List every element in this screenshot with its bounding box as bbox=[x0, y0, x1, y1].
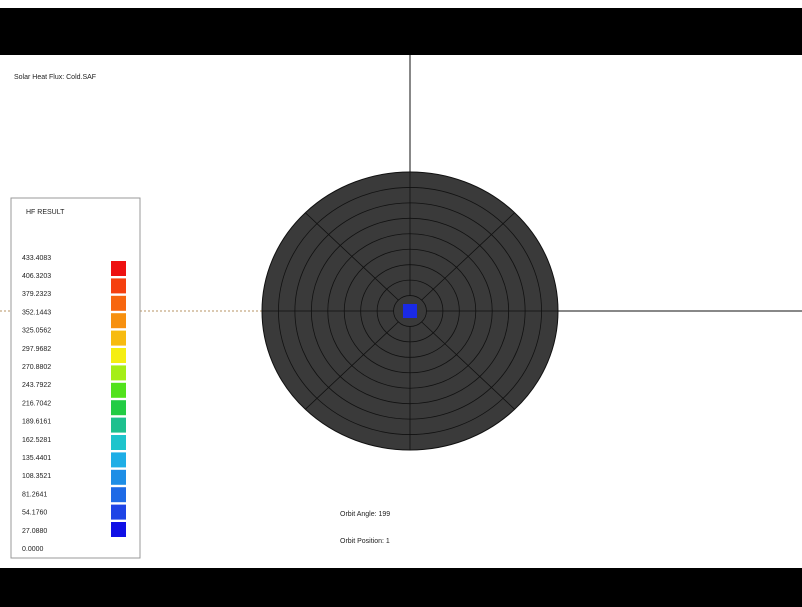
legend-label: 406.3203 bbox=[22, 273, 51, 280]
legend-label: 108.3521 bbox=[22, 473, 51, 480]
top-bar bbox=[0, 8, 802, 55]
legend: 433.4083 406.3203 379.2323 352.1443 325.0562… bbox=[22, 255, 126, 553]
legend-swatch bbox=[111, 295, 126, 311]
legend-label: 325.0562 bbox=[22, 328, 51, 335]
title: Solar Heat Flux: Cold.SAF bbox=[14, 74, 96, 81]
legend-swatch bbox=[111, 278, 126, 294]
legend-swatch bbox=[111, 261, 126, 276]
legend-label: 352.1443 bbox=[22, 309, 51, 316]
legend-label: 243.7922 bbox=[22, 382, 51, 389]
legend-swatch bbox=[111, 504, 126, 520]
legend-swatch bbox=[111, 348, 126, 363]
legend-label: 379.2323 bbox=[22, 291, 51, 298]
legend-label: 162.5281 bbox=[22, 437, 51, 444]
legend-label: 297.9682 bbox=[22, 346, 51, 353]
orbit-position: Orbit Position: 1 bbox=[340, 538, 390, 545]
legend-label: 27.0880 bbox=[22, 528, 47, 535]
legend-swatch bbox=[111, 313, 126, 329]
legend-swatch bbox=[111, 435, 126, 450]
spoke bbox=[421, 321, 515, 410]
legend-swatch bbox=[111, 330, 126, 346]
legend-label: 135.4401 bbox=[22, 455, 51, 462]
orbit-angle: Orbit Angle: 199 bbox=[340, 511, 390, 518]
legend-swatch bbox=[111, 452, 126, 468]
legend-label: 54.1760 bbox=[22, 510, 47, 517]
legend-swatch bbox=[111, 400, 126, 416]
spoke bbox=[421, 212, 515, 301]
legend-swatch bbox=[111, 522, 126, 537]
spoke bbox=[305, 321, 399, 410]
legend-label: 270.8802 bbox=[22, 364, 51, 371]
legend-swatch bbox=[111, 417, 126, 433]
legend-swatch bbox=[111, 469, 126, 485]
center-marker bbox=[403, 304, 417, 318]
legend-label: 0.0000 bbox=[22, 546, 44, 553]
legend-title: HF RESULT bbox=[26, 209, 65, 216]
legend-label: 216.7042 bbox=[22, 400, 51, 407]
legend-label: 189.6161 bbox=[22, 419, 51, 426]
disk bbox=[261, 171, 559, 451]
legend-swatch bbox=[111, 487, 126, 503]
legend-swatch bbox=[111, 382, 126, 398]
legend-label: 433.4083 bbox=[22, 255, 51, 262]
legend-label: 81.2641 bbox=[22, 491, 47, 498]
legend-swatch bbox=[111, 365, 126, 381]
spoke bbox=[305, 212, 399, 301]
bottom-bar bbox=[0, 568, 802, 607]
